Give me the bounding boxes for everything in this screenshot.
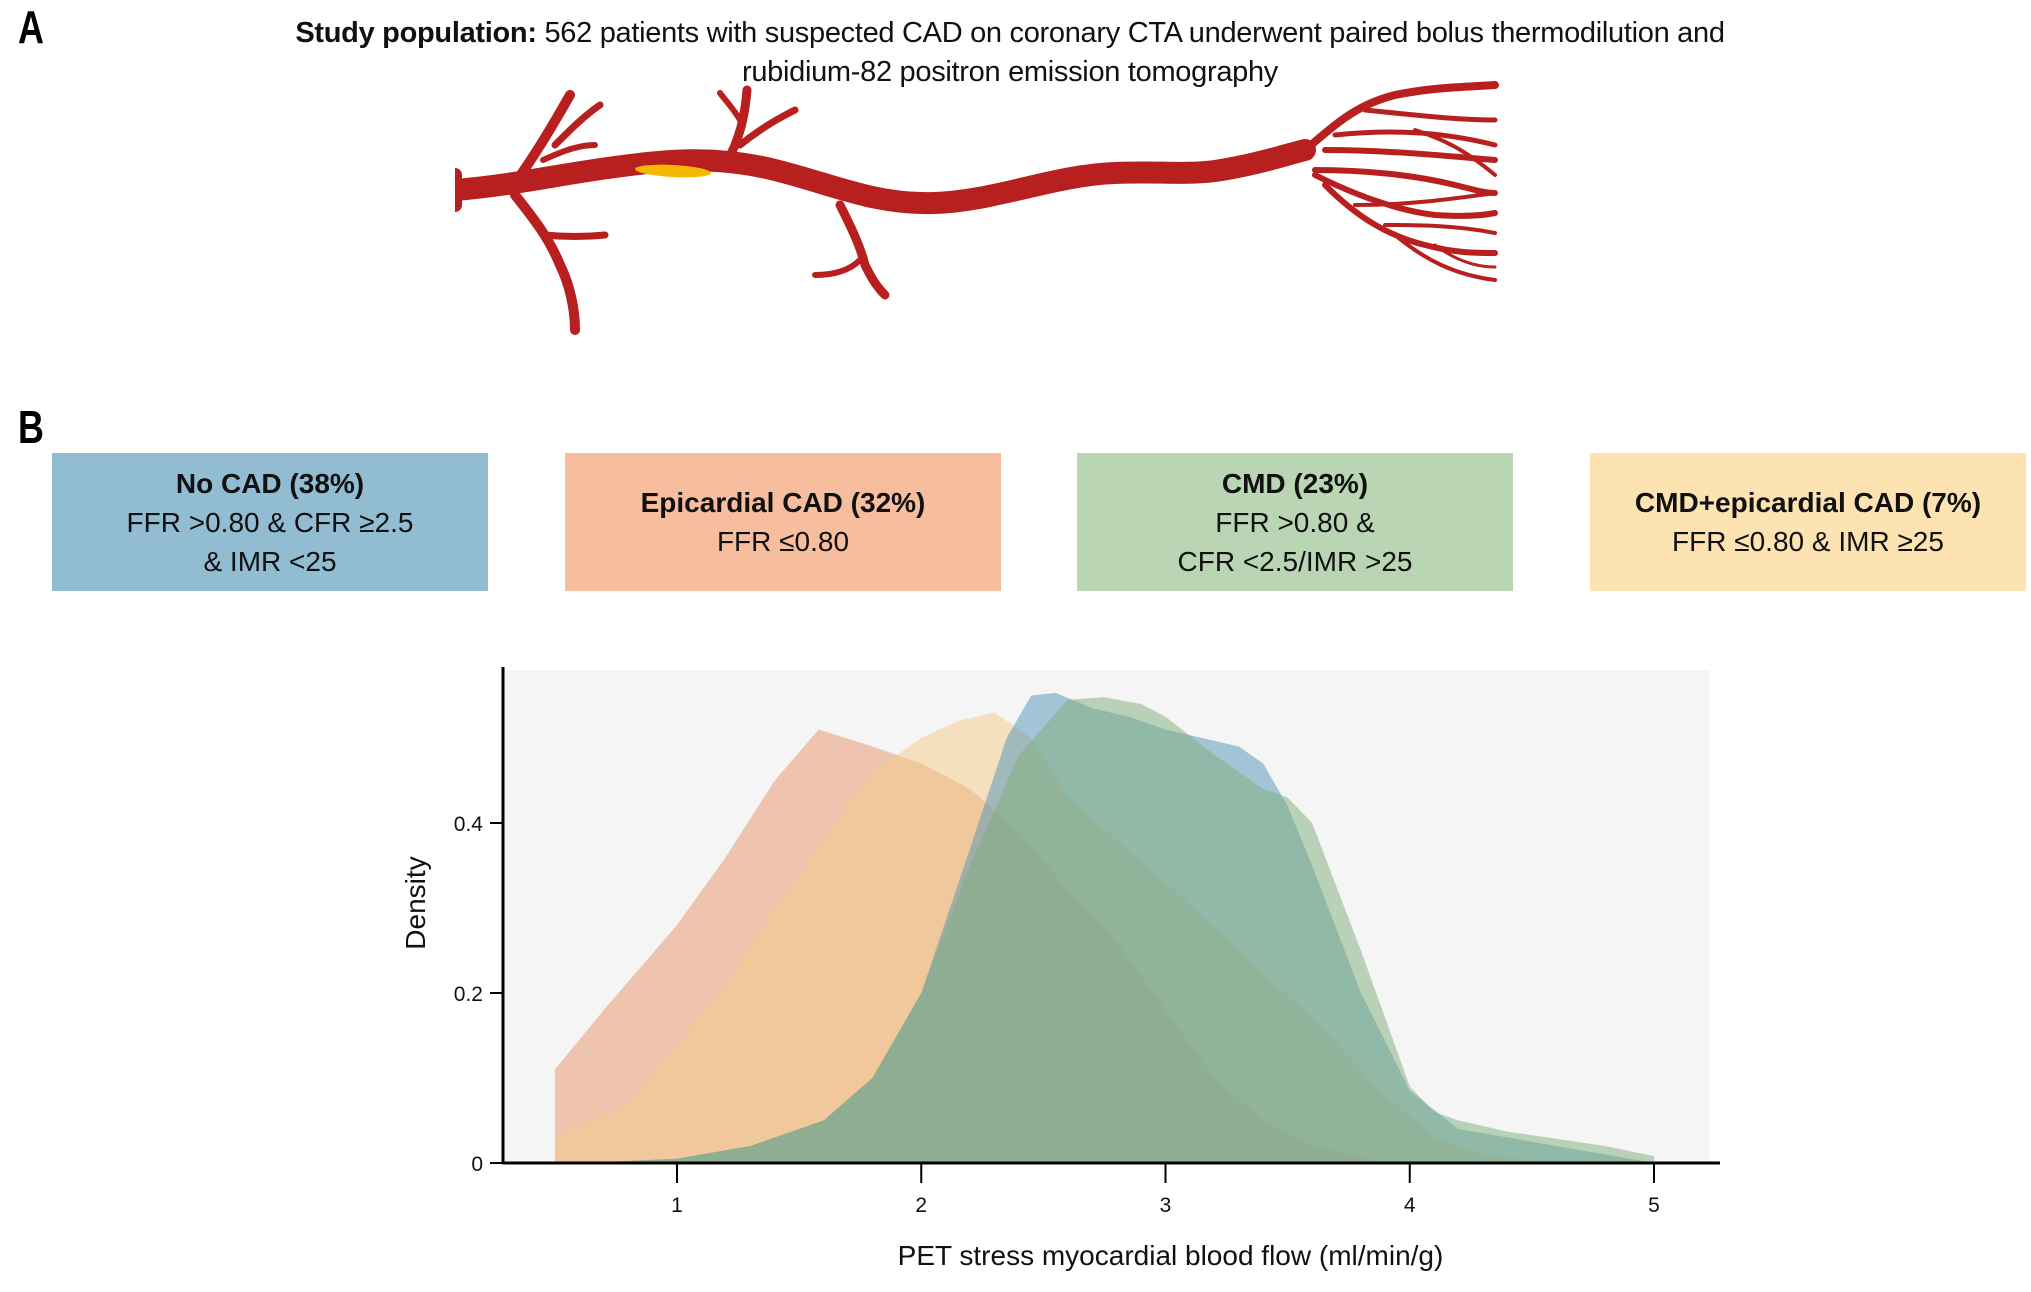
- group-title: CMD+epicardial CAD (7%): [1634, 487, 1982, 518]
- group-title: CMD (23%): [1221, 467, 1369, 499]
- y-tick-label: 0.4: [454, 813, 484, 836]
- artery-branch: [541, 231, 609, 240]
- density-area-cmd: [579, 697, 1654, 1163]
- group-box-cmd: CMD (23%) FFR >0.80 & CFR <2.5/IMR >25: [1077, 453, 1513, 591]
- group-box-cmd-epicardial-cad: CMD+epicardial CAD (7%) FFR ≤0.80 & IMR …: [1590, 453, 2026, 591]
- artery-microvessel: [1383, 223, 1497, 235]
- x-tick-label: 4: [1404, 1194, 1416, 1217]
- artery-branch: [510, 90, 575, 188]
- x-tick-label: 5: [1648, 1194, 1660, 1217]
- artery-microvessel: [1353, 191, 1497, 207]
- y-axis-title: Density: [400, 856, 431, 949]
- artery-branch: [736, 106, 799, 149]
- artery-microvessel: [1433, 243, 1497, 269]
- group-box-no-cad: No CAD (38%) FFR >0.80 & CFR ≥2.5 & IMR …: [52, 453, 488, 591]
- coronary-artery-illustration: [455, 81, 1499, 335]
- group-title: Epicardial CAD (32%): [640, 487, 926, 518]
- study-population-label: Study population:: [295, 17, 537, 49]
- artery-branch: [551, 101, 604, 149]
- artery-branch: [720, 85, 752, 170]
- artery-branch: [540, 142, 598, 163]
- group-criteria-line: FFR >0.80 & CFR ≥2.5: [126, 506, 414, 538]
- artery-branch: [717, 90, 746, 128]
- x-tick-label: 1: [671, 1194, 683, 1217]
- y-tick-label: 0: [471, 1153, 483, 1176]
- group-title: No CAD (38%): [175, 467, 365, 499]
- atherosclerotic-plaque: [635, 164, 711, 178]
- artery-branch: [510, 190, 580, 335]
- group-criteria-line: CFR <2.5/IMR >25: [1177, 545, 1413, 577]
- artery-microvessel: [1332, 129, 1498, 148]
- panel-label-b: B: [18, 401, 44, 453]
- panel-label-a: A: [18, 1, 44, 53]
- study-population-caption: Study population: 562 patients with susp…: [260, 14, 1760, 92]
- artery-microvessel: [1393, 233, 1497, 282]
- artery-branch: [812, 257, 863, 278]
- study-population-text: 562 patients with suspected CAD on coron…: [536, 17, 1725, 88]
- group-box-epicardial-cad: Epicardial CAD (32%) FFR ≤0.80: [565, 453, 1001, 591]
- x-tick-label: 3: [1160, 1194, 1172, 1217]
- group-criteria-line: FFR ≤0.80 & IMR ≥25: [1672, 526, 1944, 557]
- density-chart: 1 2 3 4 5 0 0.2 0.4 PET stress myocardial bloo…: [400, 667, 1720, 1271]
- artery-microvessel: [1301, 81, 1499, 154]
- artery-microvessel: [1312, 172, 1498, 219]
- group-criteria-line: FFR ≤0.80: [716, 526, 850, 557]
- artery-main-trunk: [455, 139, 1316, 215]
- artery-microvessel: [1413, 128, 1497, 177]
- group-criteria-line: & IMR <25: [203, 545, 337, 577]
- artery-branch: [835, 200, 890, 300]
- density-series-layer: [554, 692, 1654, 1163]
- artery-microvessel: [1362, 107, 1498, 123]
- x-tick-label: 2: [915, 1194, 927, 1217]
- group-criteria-line: FFR >0.80 &: [1215, 506, 1375, 538]
- x-axis-title: PET stress myocardial blood flow (ml/min…: [898, 1240, 1444, 1271]
- artery-microvessel: [1312, 167, 1498, 196]
- artery-microvessel: [1322, 182, 1498, 256]
- y-tick-label: 0.2: [454, 983, 483, 1006]
